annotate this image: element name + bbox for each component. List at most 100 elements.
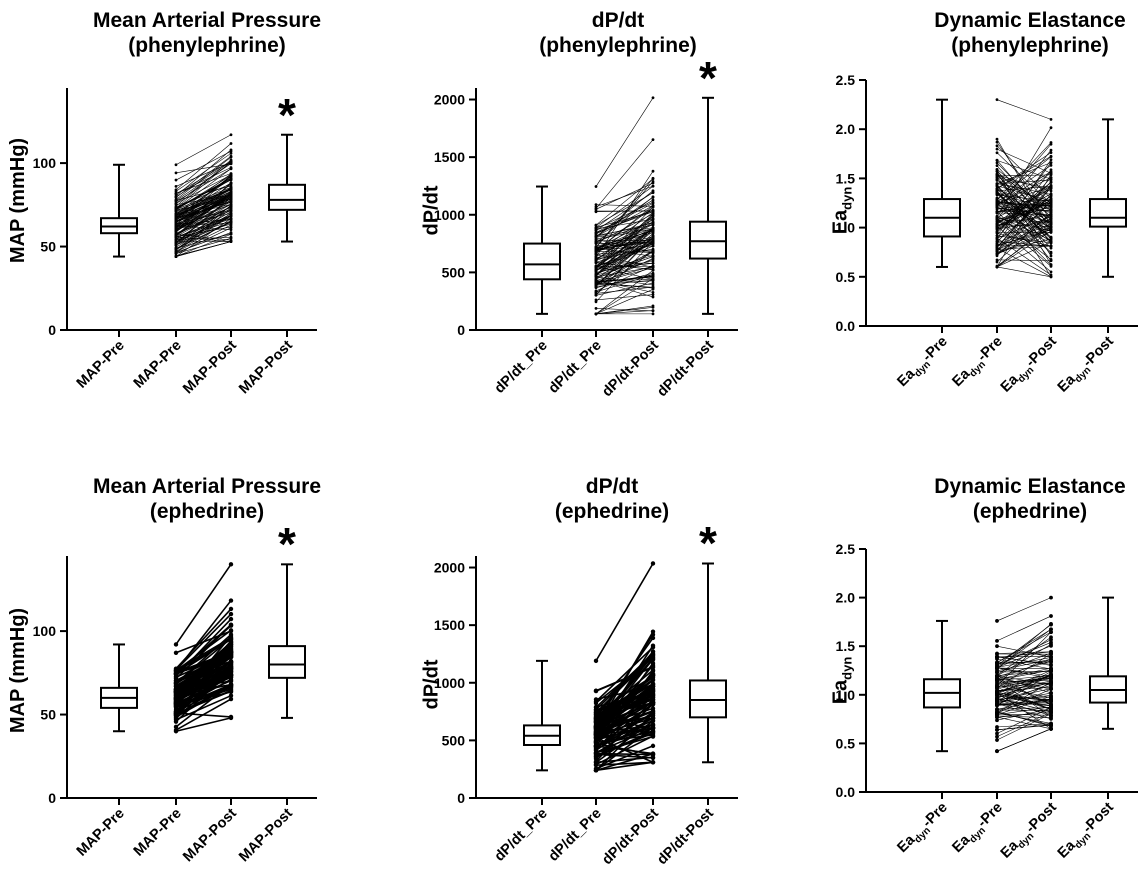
paired-line xyxy=(996,681,1052,713)
y-tick-label: 2.5 xyxy=(836,72,856,88)
paired-point-pre xyxy=(174,240,178,244)
paired-point-post xyxy=(1049,695,1053,699)
paired-point-pre xyxy=(995,98,999,102)
paired-line xyxy=(595,634,654,724)
paired-point-post xyxy=(229,220,233,224)
paired-line xyxy=(996,692,1052,710)
paired-point-pre xyxy=(995,674,999,678)
paired-point-post xyxy=(228,693,234,698)
paired-line xyxy=(996,226,1052,267)
y-tick-label: 0.0 xyxy=(836,318,856,334)
category-label-main: dP/dt_Pre xyxy=(546,338,605,397)
paired-point-post xyxy=(650,635,656,641)
paired-point-post xyxy=(1049,126,1053,130)
paired-line xyxy=(595,696,654,740)
dpdt-phenylephrine-plot: 0500100015002000dP/dt_PredP/dt_PredP/dt-… xyxy=(434,88,738,400)
paired-point-post xyxy=(650,684,656,689)
paired-point-post xyxy=(1049,148,1053,152)
paired-point-post xyxy=(229,182,233,186)
paired-line xyxy=(175,134,232,166)
paired-line xyxy=(595,192,654,226)
paired-line xyxy=(175,689,232,715)
paired-line xyxy=(595,690,654,751)
paired-line xyxy=(175,655,232,694)
paired-lines xyxy=(173,562,234,734)
paired-line xyxy=(996,180,1052,205)
paired-line xyxy=(595,237,654,285)
y-tick-label: 2000 xyxy=(434,92,465,108)
paired-line xyxy=(175,608,232,670)
box-plot xyxy=(1089,118,1127,278)
paired-point-post xyxy=(651,304,655,308)
paired-line xyxy=(595,222,654,237)
paired-point-post xyxy=(228,653,234,659)
paired-point-post xyxy=(228,611,234,617)
y-tick-label: 0.5 xyxy=(836,735,856,751)
paired-point-pre xyxy=(995,684,999,688)
box-plot xyxy=(523,185,561,315)
paired-point-post xyxy=(1049,252,1053,255)
x-category-label: Eadyn-Post xyxy=(998,799,1062,863)
paired-line xyxy=(996,99,1052,120)
paired-line xyxy=(595,305,654,315)
eadyn-phenylephrine-plot: 0.00.51.01.52.02.5Eadyn-PreEadyn-PreEady… xyxy=(836,72,1138,396)
paired-point-post xyxy=(228,598,234,603)
paired-line xyxy=(996,631,1052,687)
paired-line xyxy=(595,236,654,252)
paired-point-post xyxy=(651,281,655,285)
paired-line xyxy=(996,241,1052,268)
paired-point-post xyxy=(651,268,655,272)
y-tick-label: 1500 xyxy=(434,617,465,633)
paired-point-pre xyxy=(174,252,178,256)
paired-point-pre xyxy=(594,226,598,230)
paired-point-post xyxy=(1049,707,1053,712)
paired-line xyxy=(996,689,1052,710)
category-label-main: MAP-Post xyxy=(180,337,240,397)
paired-line xyxy=(175,150,232,181)
paired-line xyxy=(175,161,232,209)
paired-point-post xyxy=(229,174,233,178)
paired-point-post xyxy=(1049,254,1053,258)
paired-point-pre xyxy=(995,231,999,234)
paired-line xyxy=(996,716,1052,730)
chart-title-line: (ephedrine) xyxy=(972,500,1088,523)
paired-line xyxy=(595,205,654,251)
paired-lines xyxy=(174,133,233,258)
paired-point-post xyxy=(651,202,655,205)
paired-point-post xyxy=(229,151,233,155)
paired-line xyxy=(175,188,232,216)
paired-line xyxy=(996,187,1052,248)
paired-point-post xyxy=(1049,697,1053,702)
paired-line xyxy=(996,139,1052,232)
paired-point-pre xyxy=(174,214,178,218)
paired-line xyxy=(175,673,232,693)
paired-point-pre xyxy=(594,306,598,310)
paired-line xyxy=(595,213,654,244)
category-label-main: dP/dt-Post xyxy=(654,805,717,868)
paired-point-pre xyxy=(174,228,178,232)
paired-line xyxy=(595,701,654,737)
paired-point-post xyxy=(650,677,656,683)
paired-line xyxy=(996,652,1052,674)
paired-point-post xyxy=(651,223,655,227)
paired-line xyxy=(595,256,654,278)
paired-point-post xyxy=(1049,181,1053,184)
paired-point-post xyxy=(1049,655,1053,659)
paired-line xyxy=(996,723,1052,728)
category-label-main: MAP-Post xyxy=(180,805,240,865)
paired-line xyxy=(996,200,1052,213)
paired-line xyxy=(175,155,232,198)
paired-line xyxy=(595,752,654,756)
paired-point-post xyxy=(651,309,655,312)
chart-title-line: dP/dt xyxy=(585,475,639,498)
category-label-main: MAP-Pre xyxy=(74,338,128,392)
paired-point-pre xyxy=(174,235,178,239)
y-tick-label: 0.5 xyxy=(836,269,856,285)
paired-line xyxy=(996,223,1052,246)
eadyn-ephedrine-plot: 0.00.51.01.52.02.5Eadyn-PreEadyn-PreEady… xyxy=(836,541,1138,863)
box-plot xyxy=(689,562,727,764)
paired-point-post xyxy=(1049,244,1053,248)
paired-point-post xyxy=(229,195,233,199)
paired-point-pre xyxy=(173,727,179,733)
